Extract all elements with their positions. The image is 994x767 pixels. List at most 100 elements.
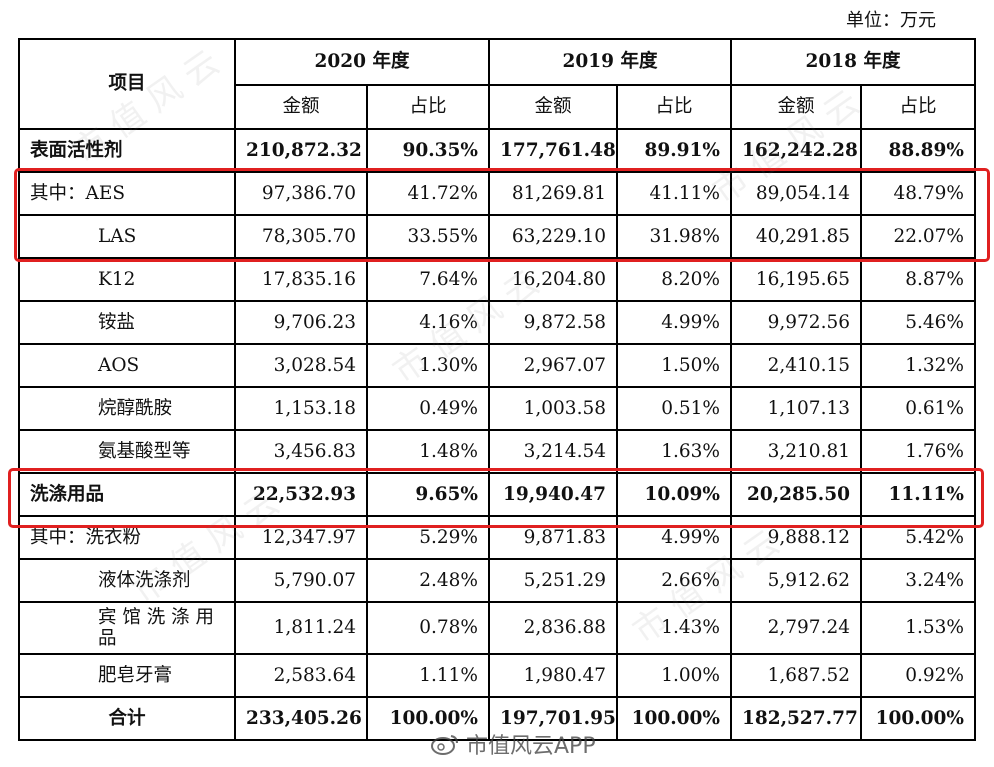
ratio-cell: 0.61% (860, 386, 976, 431)
table-row: 氨基酸型等 3,456.83 1.48% 3,214.54 1.63% 3,210.81 1… (18, 429, 976, 474)
table-row: 铵盐 9,706.23 4.16% 9,872.58 4.99% 9,972.56 5.46… (18, 300, 976, 345)
amount-cell: 9,972.56 (730, 300, 862, 345)
amount-cell: 19,940.47 (488, 472, 618, 517)
table-row: 其中：洗衣粉 12,347.97 5.29% 9,871.83 4.99% 9,888.1… (18, 515, 976, 560)
row-label: 表面活性剂 (18, 128, 236, 173)
row-label: LAS (18, 214, 236, 259)
ratio-cell: 5.42% (860, 515, 976, 560)
amount-cell: 1,811.24 (234, 601, 368, 655)
ratio-cell: 22.07% (860, 214, 976, 259)
header-ratio: 占比 (860, 84, 976, 130)
amount-cell: 197,701.95 (488, 696, 618, 741)
table-row: 烷醇酰胺 1,153.18 0.49% 1,003.58 0.51% 1,107.13 0.… (18, 386, 976, 431)
row-label: 烷醇酰胺 (18, 386, 236, 431)
table-row: 液体洗涤剂 5,790.07 2.48% 5,251.29 2.66% 5,912.62 3… (18, 558, 976, 603)
amount-cell: 78,305.70 (234, 214, 368, 259)
amount-cell: 9,706.23 (234, 300, 368, 345)
table-row: LAS 78,305.70 33.55% 63,229.10 31.98% 40,291.… (18, 214, 976, 259)
amount-cell: 2,583.64 (234, 653, 368, 698)
row-label: 其中：AES (18, 171, 236, 216)
amount-cell: 1,003.58 (488, 386, 618, 431)
header-row-years: 项目 2020 年度 2019 年度 2018 年度 (18, 38, 976, 130)
table-row: 洗涤用品 22,532.93 9.65% 19,940.47 10.09% 20,285.… (18, 472, 976, 517)
financial-table: 项目 2020 年度 2019 年度 2018 年度 金额 占比 金额 占比 金… (18, 38, 976, 741)
ratio-cell: 41.72% (366, 171, 490, 216)
ratio-cell: 1.50% (616, 343, 732, 388)
ratio-cell: 1.48% (366, 429, 490, 474)
amount-cell: 177,761.48 (488, 128, 618, 173)
header-amount: 金额 (234, 84, 368, 130)
table-row: 合计 233,405.26 100.00% 197,701.95 100.00% 182,… (18, 696, 976, 741)
row-label: 氨基酸型等 (18, 429, 236, 474)
ratio-cell: 88.89% (860, 128, 976, 173)
ratio-cell: 31.98% (616, 214, 732, 259)
ratio-cell: 5.29% (366, 515, 490, 560)
ratio-cell: 4.99% (616, 300, 732, 345)
amount-cell: 210,872.32 (234, 128, 368, 173)
ratio-cell: 1.30% (366, 343, 490, 388)
amount-cell: 3,456.83 (234, 429, 368, 474)
header-year-2019: 2019 年度 (488, 38, 732, 86)
ratio-cell: 8.20% (616, 257, 732, 302)
amount-cell: 20,285.50 (730, 472, 862, 517)
row-label: K12 (18, 257, 236, 302)
amount-cell: 3,214.54 (488, 429, 618, 474)
ratio-cell: 1.63% (616, 429, 732, 474)
amount-cell: 22,532.93 (234, 472, 368, 517)
amount-cell: 3,028.54 (234, 343, 368, 388)
ratio-cell: 9.65% (366, 472, 490, 517)
amount-cell: 5,912.62 (730, 558, 862, 603)
ratio-cell: 10.09% (616, 472, 732, 517)
amount-cell: 1,107.13 (730, 386, 862, 431)
ratio-cell: 1.11% (366, 653, 490, 698)
ratio-cell: 41.11% (616, 171, 732, 216)
table-row: 肥皂牙膏 2,583.64 1.11% 1,980.47 1.00% 1,687.52 0.… (18, 653, 976, 698)
ratio-cell: 4.16% (366, 300, 490, 345)
table-row: AOS 3,028.54 1.30% 2,967.07 1.50% 2,410.15 1.3… (18, 343, 976, 388)
amount-cell: 1,980.47 (488, 653, 618, 698)
table-row: K12 17,835.16 7.64% 16,204.80 8.20% 16,195.65… (18, 257, 976, 302)
amount-cell: 1,153.18 (234, 386, 368, 431)
amount-cell: 17,835.16 (234, 257, 368, 302)
header-item: 项目 (18, 38, 236, 130)
table-row: 其中：AES 97,386.70 41.72% 81,269.81 41.11% 89,0… (18, 171, 976, 216)
weibo-icon (431, 735, 458, 755)
amount-cell: 162,242.28 (730, 128, 862, 173)
amount-cell: 9,871.83 (488, 515, 618, 560)
table-row: 表面活性剂 210,872.32 90.35% 177,761.48 89.91% 162… (18, 128, 976, 173)
ratio-cell: 0.78% (366, 601, 490, 655)
row-label: 其中：洗衣粉 (18, 515, 236, 560)
header-amount: 金额 (730, 84, 862, 130)
amount-cell: 9,888.12 (730, 515, 862, 560)
amount-cell: 2,410.15 (730, 343, 862, 388)
ratio-cell: 0.92% (860, 653, 976, 698)
ratio-cell: 0.51% (616, 386, 732, 431)
ratio-cell: 100.00% (860, 696, 976, 741)
amount-cell: 3,210.81 (730, 429, 862, 474)
ratio-cell: 1.43% (616, 601, 732, 655)
amount-cell: 2,836.88 (488, 601, 618, 655)
amount-cell: 16,204.80 (488, 257, 618, 302)
weibo-watermark: 市值风云APP (430, 728, 596, 760)
row-label: 液体洗涤剂 (18, 558, 236, 603)
header-row-metrics: 金额 占比 金额 占比 金额 占比 (19, 84, 976, 130)
ratio-cell: 11.11% (860, 472, 976, 517)
ratio-cell: 90.35% (366, 128, 490, 173)
ratio-cell: 8.87% (860, 257, 976, 302)
ratio-cell: 4.99% (616, 515, 732, 560)
header-ratio: 占比 (366, 84, 490, 130)
header-year-2020: 2020 年度 (234, 38, 490, 86)
amount-cell: 5,790.07 (234, 558, 368, 603)
amount-cell: 2,967.07 (488, 343, 618, 388)
ratio-cell: 3.24% (860, 558, 976, 603)
amount-cell: 40,291.85 (730, 214, 862, 259)
amount-cell: 81,269.81 (488, 171, 618, 216)
row-label: 铵盐 (18, 300, 236, 345)
amount-cell: 1,687.52 (730, 653, 862, 698)
ratio-cell: 33.55% (366, 214, 490, 259)
amount-cell: 12,347.97 (234, 515, 368, 560)
weibo-brand-text: 市值风云APP (466, 734, 596, 759)
row-label: 宾 馆 洗 涤 用 品 (18, 601, 236, 655)
header-ratio: 占比 (616, 84, 732, 130)
amount-cell: 2,797.24 (730, 601, 862, 655)
